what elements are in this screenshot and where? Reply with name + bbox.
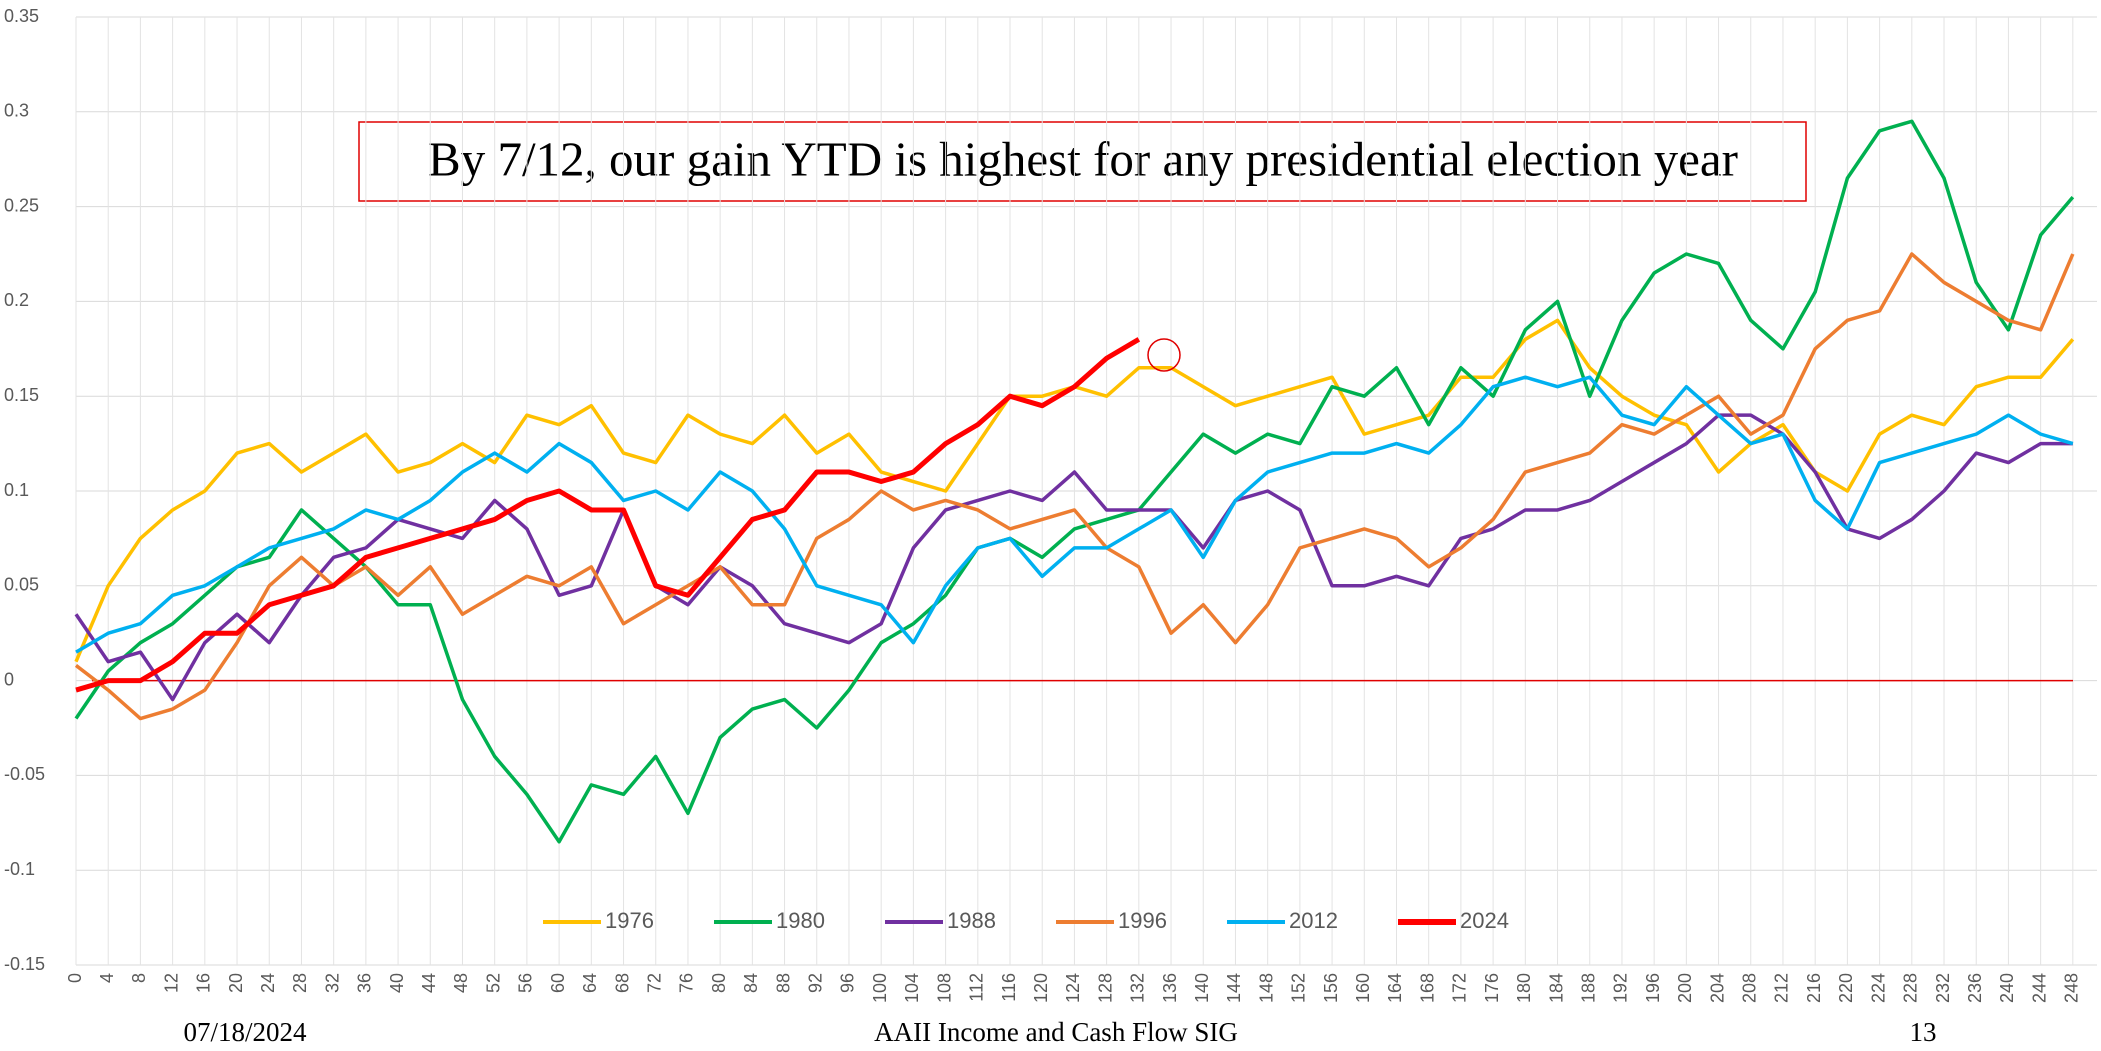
x-tick-label: 128 <box>1095 973 1115 1003</box>
x-tick-label: 48 <box>451 973 471 993</box>
x-tick-label: 96 <box>838 973 858 993</box>
x-tick-label: 56 <box>516 973 536 993</box>
x-tick-label: 36 <box>355 973 375 993</box>
y-tick-label: 0.35 <box>4 6 39 26</box>
y-tick-label: 0.15 <box>4 385 39 405</box>
legend-label: 2024 <box>1460 908 1509 933</box>
x-tick-label: 32 <box>322 973 342 993</box>
y-tick-label: 0.1 <box>4 480 29 500</box>
x-tick-label: 112 <box>967 973 987 1002</box>
series-line <box>75 375 2074 654</box>
x-tick-label: 140 <box>1192 973 1212 1003</box>
y-tick-label: -0.1 <box>4 859 35 879</box>
x-tick-label: 124 <box>1063 973 1083 1003</box>
x-tick-label: 20 <box>226 973 246 993</box>
series-line <box>74 252 2075 721</box>
x-tick-label: 200 <box>1675 973 1695 1003</box>
page-number: 13 <box>1910 1017 1937 1047</box>
x-tick-label: 172 <box>1450 973 1470 1003</box>
x-tick-label: 0 <box>65 973 85 983</box>
series-line <box>74 119 2075 844</box>
x-tick-label: 232 <box>1933 973 1953 1003</box>
legend-label: 1996 <box>1118 908 1167 933</box>
y-tick-label: 0.3 <box>4 101 29 121</box>
x-tick-label: 88 <box>773 973 793 993</box>
footer-title: AAII Income and Cash Flow SIG <box>874 1017 1238 1047</box>
x-tick-label: 208 <box>1740 973 1760 1003</box>
x-tick-label: 132 <box>1128 973 1148 1003</box>
series-line <box>74 413 2073 702</box>
x-tick-label: 148 <box>1256 973 1276 1003</box>
x-tick-label: 24 <box>258 973 278 993</box>
x-tick-label: 72 <box>644 973 664 993</box>
x-tick-label: 180 <box>1514 973 1534 1003</box>
x-tick-label: 160 <box>1353 973 1373 1003</box>
x-tick-label: 16 <box>194 973 214 993</box>
series-line <box>75 337 1141 693</box>
x-tick-label: 236 <box>1965 973 1985 1003</box>
x-tick-label: 64 <box>580 973 600 993</box>
x-tick-label: 80 <box>709 973 729 993</box>
y-tick-label: 0 <box>4 669 14 689</box>
x-tick-label: 76 <box>677 973 697 993</box>
x-tick-label: 188 <box>1578 973 1598 1003</box>
x-tick-label: 212 <box>1772 973 1792 1003</box>
x-tick-label: 52 <box>483 973 503 993</box>
x-tick-label: 8 <box>129 973 149 983</box>
highlight-circle <box>1147 338 1181 372</box>
plot: -0.15 -0.1 -0.05 0 0.05 0.1 0.15 0.2 0.25 0.3 0.35… <box>4 6 2097 1003</box>
x-tick-label: 204 <box>1707 973 1727 1003</box>
y-tick-label: 0.05 <box>4 575 39 595</box>
x-tick-label: 248 <box>2062 973 2082 1003</box>
x-tick-label: 164 <box>1385 973 1405 1003</box>
x-tick-label: 68 <box>612 973 632 993</box>
x-tick-label: 84 <box>741 973 761 993</box>
x-tick-label: 136 <box>1160 973 1180 1003</box>
x-tick-label: 224 <box>1868 973 1888 1003</box>
footer-date: 07/18/2024 <box>183 1017 307 1047</box>
x-tick-label: 240 <box>1997 973 2017 1003</box>
x-tick-label: 144 <box>1224 973 1244 1003</box>
x-tick-label: 60 <box>548 973 568 993</box>
y-tick-label: -0.15 <box>4 954 45 974</box>
x-tick-label: 12 <box>161 973 181 993</box>
annotation: By 7/12, our gain YTD is highest for any… <box>428 131 1738 186</box>
x-tick-label: 100 <box>870 973 890 1003</box>
y-tick-label: -0.05 <box>4 764 45 784</box>
x-tick-label: 44 <box>419 973 439 993</box>
x-tick-label: 92 <box>806 973 826 993</box>
x-tick-label: 244 <box>2029 973 2049 1003</box>
x-tick-label: 168 <box>1417 973 1437 1003</box>
x-tick-label: 28 <box>290 973 310 993</box>
x-tick-label: 120 <box>1031 973 1051 1003</box>
x-tick-label: 220 <box>1836 973 1856 1003</box>
x-tick-label: 184 <box>1546 973 1566 1003</box>
legend-label: 1980 <box>776 908 825 933</box>
x-tick-label: 228 <box>1901 973 1921 1003</box>
x-tick-label: 4 <box>97 973 117 983</box>
x-tick-label: 108 <box>934 973 954 1003</box>
y-tick-label: 0.25 <box>4 195 39 215</box>
x-tick-label: 192 <box>1611 973 1631 1003</box>
x-tick-label: 156 <box>1321 973 1341 1003</box>
x-tick-label: 216 <box>1804 973 1824 1003</box>
legend-label: 2012 <box>1289 908 1338 933</box>
legend-label: 1976 <box>605 908 654 933</box>
x-tick-label: 104 <box>902 973 922 1003</box>
x-tick-label: 40 <box>387 973 407 993</box>
y-tick-label: 0.2 <box>4 290 29 310</box>
x-tick-label: 152 <box>1289 973 1309 1003</box>
x-tick-label: 196 <box>1643 973 1663 1003</box>
x-tick-label: 176 <box>1482 973 1502 1003</box>
x-tick-label: 116 <box>999 973 1019 1002</box>
annotation-box <box>358 121 1807 202</box>
legend-label: 1988 <box>947 908 996 933</box>
